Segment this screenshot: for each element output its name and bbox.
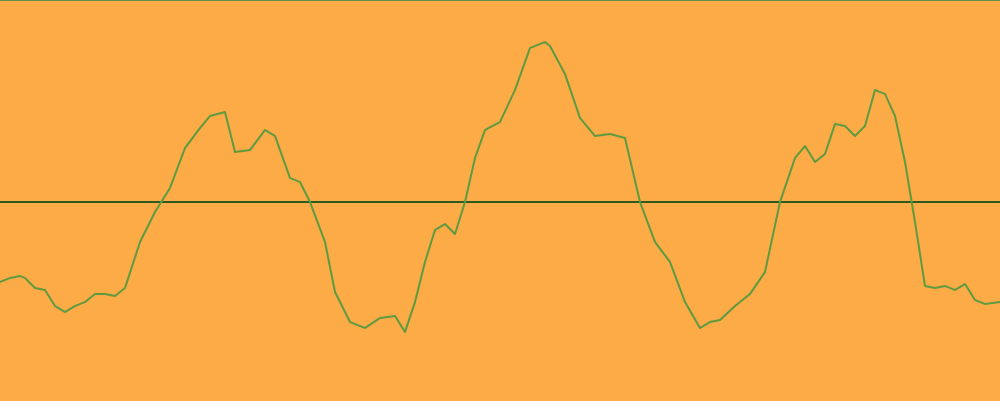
signal-line bbox=[0, 41, 1000, 333]
